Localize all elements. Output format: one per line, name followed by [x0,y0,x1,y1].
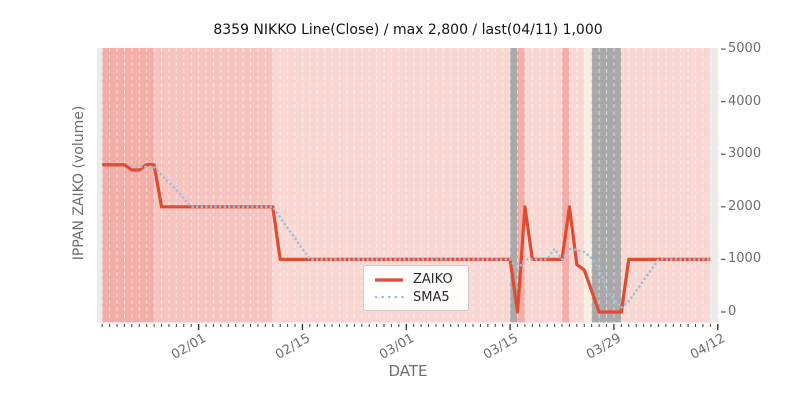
background-band [524,48,563,323]
legend: ZAIKO SMA5 [363,265,469,311]
background-band [517,48,525,323]
legend-label-zaiko: ZAIKO [413,272,453,288]
background-band [510,48,518,323]
edge-strip-right [710,48,719,323]
y-tick-label: 0 [728,303,737,319]
edge-strip-left [97,48,103,323]
background-band [569,48,585,323]
x-axis-label: DATE [388,362,428,380]
y-tick-label: 1000 [728,251,762,267]
chart-title: 8359 NIKKO Line(Close) / max 2,800 / las… [213,22,603,38]
background-band [562,48,570,323]
y-tick-label: 4000 [728,93,762,109]
legend-row-zaiko: ZAIKO [374,271,460,289]
background-band [584,48,592,323]
y-tick-label: 5000 [728,41,762,57]
background-band [102,48,155,323]
sma5-dotted-line-icon [374,295,404,299]
y-axis-label: IPPAN ZAIKO (volume) [71,105,87,261]
y-tick-label: 3000 [728,146,762,162]
zaiko-line-icon [375,278,403,282]
sma5-line [130,164,712,310]
zaiko-line [102,163,711,314]
legend-row-sma5: SMA5 [374,289,460,307]
y-tick-label: 2000 [728,198,762,214]
legend-label-sma5: SMA5 [413,289,450,305]
